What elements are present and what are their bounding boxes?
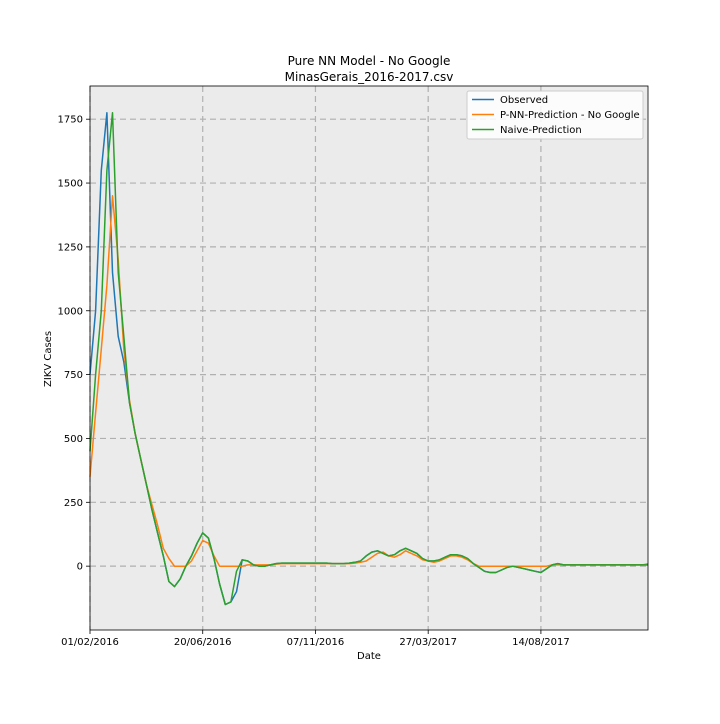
y-tick-label: 1250 [58,242,83,253]
legend: Observed P-NN-Prediction - No Google Nai… [466,90,644,140]
axis-ticks: 0 250 500 750 1000 1250 1500 1750 01/02/2016 20/0… [58,115,570,648]
x-tick-label: 20/06/2016 [174,637,232,648]
chart-subtitle: MinasGerais_2016-2017.csv [285,70,454,84]
x-axis-label: Date [357,651,381,662]
y-tick-label: 750 [64,370,83,381]
x-tick-label: 01/02/2016 [61,637,119,648]
x-tick-label: 07/11/2016 [287,637,345,648]
y-tick-label: 250 [64,498,83,509]
y-axis-label: ZIKV Cases [43,331,54,387]
plot-background [90,86,648,630]
y-tick-label: 1500 [58,179,83,190]
axes-frame [89,85,649,631]
plot-area [89,85,649,631]
x-tick-label: 14/08/2017 [512,637,570,648]
legend-label-nn-prediction: P-NN-Prediction - No Google [500,110,640,121]
series-line-naive-prediction [89,112,648,606]
chart-title: Pure NN Model - No Google [288,54,451,68]
legend-box [466,90,644,140]
legend-label-naive-prediction: Naive-Prediction [500,125,582,136]
x-tick-label: 27/03/2017 [399,637,457,648]
y-tick-label: 1000 [58,306,83,317]
y-tick-label: 1750 [58,115,83,126]
y-tick-label: 500 [64,434,83,445]
legend-label-observed: Observed [500,95,548,106]
y-tick-label: 0 [77,562,83,573]
